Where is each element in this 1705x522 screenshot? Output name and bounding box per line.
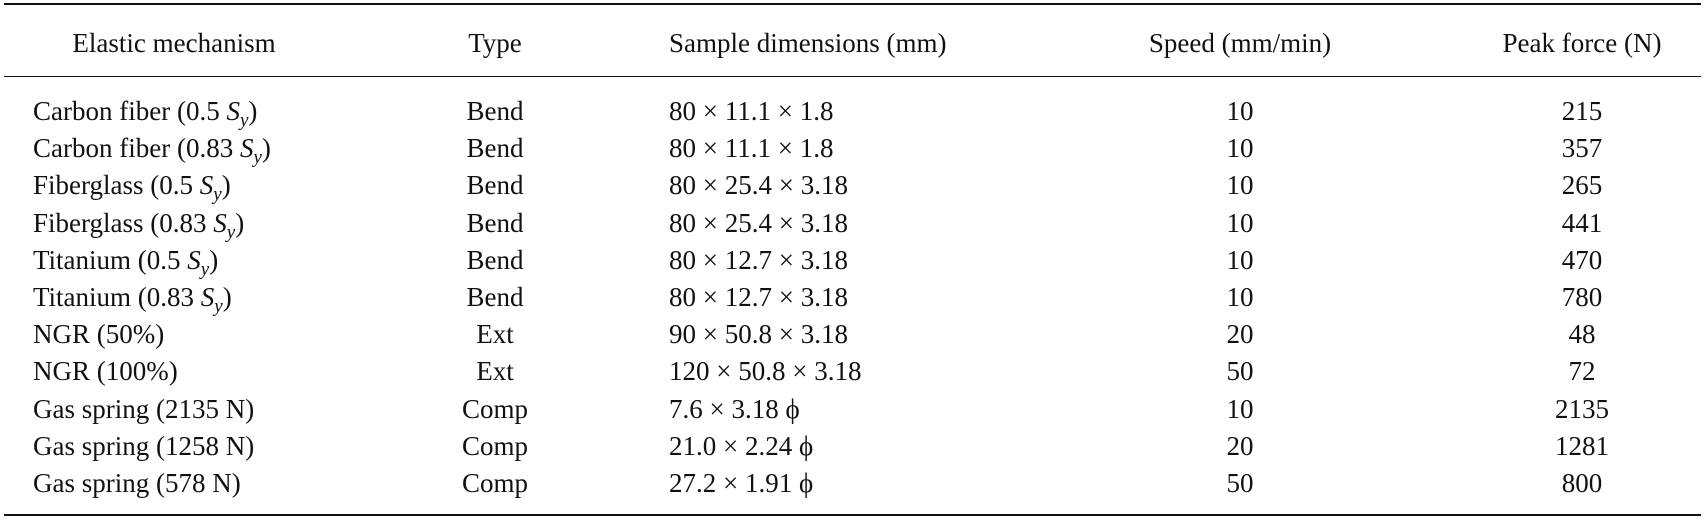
- symbol: S: [239, 133, 254, 164]
- table-cell: 7.6 × 3.18 ϕ: [669, 393, 800, 424]
- table-cell: 120 × 50.8 × 3.18: [669, 356, 862, 387]
- header-cell: Speed (mm/min): [1148, 28, 1332, 58]
- table-cell: 80 × 25.4 × 3.18: [669, 170, 848, 201]
- cell-text: Fiberglass (0.83: [33, 207, 214, 238]
- cell-text: ): [235, 207, 245, 238]
- table-cell: 357: [1561, 133, 1603, 164]
- table-cell: 27.2 × 1.91 ϕ: [669, 468, 814, 498]
- symbol: S: [213, 207, 227, 238]
- table-cell: 215: [1561, 96, 1603, 126]
- table-cell: 265: [1561, 170, 1603, 201]
- subscript: y: [213, 184, 221, 205]
- table-cell: 20: [1226, 319, 1254, 350]
- table-cell: Bend: [466, 207, 524, 238]
- cell-text: ): [261, 133, 271, 164]
- cell-text: Titanium (0.5: [33, 244, 188, 275]
- table-cell: Comp: [461, 393, 529, 424]
- table-cell: NGR (100%): [33, 356, 178, 387]
- table-cell: 20: [1226, 430, 1254, 461]
- cell-text: Carbon fiber (0.5: [33, 96, 227, 126]
- table-cell: 90 × 50.8 × 3.18: [669, 319, 848, 350]
- symbol: S: [226, 96, 240, 126]
- table-cell: 10: [1226, 170, 1254, 201]
- symbol: S: [187, 244, 201, 275]
- header-cell: Peak force (N): [1502, 28, 1662, 58]
- table-cell: 10: [1226, 96, 1254, 126]
- table-cell: Bend: [466, 282, 524, 312]
- header-cell: Elastic mechanism: [72, 28, 276, 58]
- table-cell: 80 × 12.7 × 3.18: [669, 282, 848, 312]
- cell-text: ): [209, 244, 219, 275]
- table-cell: NGR (50%): [33, 319, 165, 350]
- table-cell: 10: [1226, 133, 1254, 164]
- cell-text: ): [221, 170, 231, 201]
- cell-text: Carbon fiber (0.83: [33, 133, 240, 164]
- table-cell: Bend: [466, 133, 524, 164]
- table-cell: 10: [1226, 244, 1254, 275]
- cell-text: ): [222, 282, 232, 312]
- table-cell: 1281: [1555, 430, 1609, 461]
- cell-text: ): [248, 96, 258, 126]
- symbol-subscript: y: [226, 221, 236, 243]
- table-cell: 2135: [1555, 393, 1609, 424]
- table-cell: Bend: [466, 96, 524, 126]
- bottom-rule: [4, 514, 1701, 516]
- table-cell: 10: [1226, 393, 1254, 424]
- table-cell: 80 × 11.1 × 1.8: [669, 96, 834, 126]
- header-rule: [4, 76, 1701, 77]
- table-cell: 50: [1226, 356, 1254, 387]
- symbol: S: [200, 282, 215, 312]
- table-cell: Titanium (0.5 Sy): [33, 244, 219, 279]
- table-cell: 780: [1561, 282, 1603, 312]
- table-cell: Gas spring (2135 N): [33, 393, 255, 424]
- table-cell: 72: [1568, 356, 1596, 387]
- table-cell: Ext: [476, 356, 514, 387]
- table-cell: 470: [1561, 244, 1603, 275]
- table-cell: 441: [1561, 207, 1603, 238]
- table-cell: Comp: [461, 468, 529, 498]
- symbol-subscript: y: [239, 110, 249, 131]
- header-cell: Sample dimensions (mm): [669, 28, 947, 58]
- subscript: y: [240, 110, 248, 131]
- symbol-subscript: y: [200, 258, 210, 280]
- subscript: y: [214, 296, 222, 317]
- table-cell: 10: [1226, 282, 1254, 312]
- subscript: y: [227, 222, 235, 243]
- header-cell: Type: [468, 28, 522, 58]
- table-cell: Gas spring (578 N): [33, 468, 241, 498]
- table-cell: 80 × 11.1 × 1.8: [669, 133, 834, 164]
- symbol: S: [199, 170, 214, 201]
- table-cell: 80 × 12.7 × 3.18: [669, 244, 848, 275]
- table-cell: Fiberglass (0.5 Sy): [33, 170, 231, 204]
- table-cell: 800: [1561, 468, 1603, 498]
- table-cell: 50: [1226, 468, 1254, 498]
- table-cell: Bend: [466, 170, 524, 201]
- table-cell: Carbon fiber (0.5 Sy): [33, 96, 258, 130]
- symbol-subscript: y: [213, 184, 222, 206]
- top-rule: [4, 3, 1701, 5]
- table-cell: 80 × 25.4 × 3.18: [669, 207, 848, 238]
- subscript: y: [253, 147, 261, 168]
- symbol-subscript: y: [214, 296, 223, 317]
- table-cell: Bend: [466, 244, 524, 275]
- table-cell: Fiberglass (0.83 Sy): [33, 207, 245, 242]
- cell-text: Fiberglass (0.5: [33, 170, 200, 201]
- table-cell: Titanium (0.83 Sy): [33, 282, 232, 316]
- table-cell: Gas spring (1258 N): [33, 430, 255, 461]
- table-cell: Comp: [461, 430, 529, 461]
- table-cell: 10: [1226, 207, 1254, 238]
- subscript: y: [201, 259, 209, 280]
- cell-text: Titanium (0.83: [33, 282, 201, 312]
- table-cell: 21.0 × 2.24 ϕ: [669, 430, 814, 461]
- table-cell: 48: [1568, 319, 1596, 350]
- symbol-subscript: y: [253, 147, 262, 169]
- table-cell: Carbon fiber (0.83 Sy): [33, 133, 271, 167]
- table-cell: Ext: [476, 319, 514, 350]
